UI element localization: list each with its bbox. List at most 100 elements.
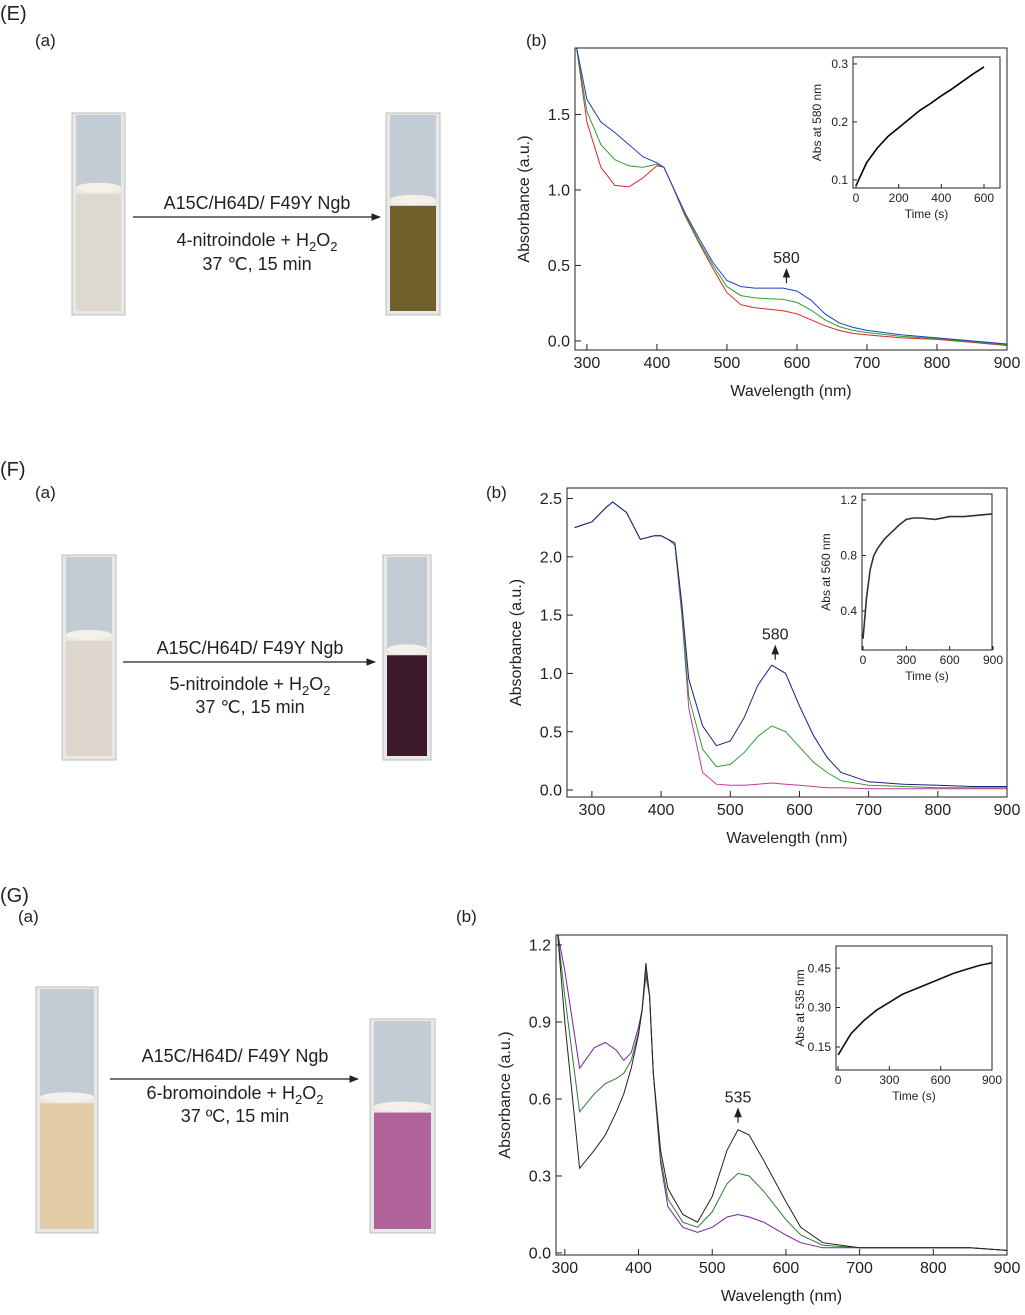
subscript: 2 bbox=[295, 1092, 302, 1107]
cuvette bbox=[35, 986, 99, 1234]
cuvette bbox=[385, 112, 441, 316]
enzyme-label: A15C/H64D/ F49Y Ngb bbox=[157, 638, 344, 658]
x-tick-label: 200 bbox=[889, 191, 909, 205]
spectrum-line bbox=[574, 501, 1007, 787]
spectrum-line bbox=[862, 513, 992, 639]
panel-label: (E) bbox=[0, 3, 27, 25]
y-tick-label: 0.15 bbox=[808, 1040, 832, 1054]
y-tick-label: 0.6 bbox=[529, 1092, 551, 1109]
plot-frame bbox=[566, 487, 1008, 798]
y-axis-label: Absorbance (a.u.) bbox=[508, 579, 525, 706]
spectrum-line bbox=[855, 66, 985, 187]
plot-frame bbox=[861, 493, 993, 651]
substrate-text: 5-nitroindole + H bbox=[169, 674, 302, 694]
y-tick-label: 0.3 bbox=[831, 57, 848, 71]
cuvette-air bbox=[76, 115, 121, 188]
y-tick-label: 0.5 bbox=[540, 724, 562, 741]
x-tick-label: 400 bbox=[931, 191, 951, 205]
subscript: 2 bbox=[323, 683, 330, 698]
y-tick-label: 0.3 bbox=[529, 1169, 551, 1186]
x-tick-label: 400 bbox=[648, 802, 675, 819]
subpanel-label: (b) bbox=[526, 31, 547, 50]
x-tick-label: 600 bbox=[786, 802, 813, 819]
substrate-text: O bbox=[309, 674, 323, 694]
substrate-label: 6-bromoindole + H2O2 bbox=[146, 1083, 323, 1107]
x-tick-label: 400 bbox=[625, 1260, 652, 1277]
x-axis-label: Time (s) bbox=[905, 207, 949, 221]
x-tick-label: 0 bbox=[860, 653, 867, 667]
enzyme-label: A15C/H64D/ F49Y Ngb bbox=[164, 193, 351, 213]
subscript: 2 bbox=[302, 683, 309, 698]
y-tick-label: 0.9 bbox=[529, 1015, 551, 1032]
x-axis-label: Wavelength (nm) bbox=[730, 383, 851, 400]
x-tick-label: 600 bbox=[931, 1073, 951, 1087]
spectrum-line bbox=[574, 501, 1007, 790]
y-tick-label: 0.5 bbox=[548, 258, 570, 275]
y-tick-label: 0.0 bbox=[548, 334, 570, 351]
y-axis-label: Absorbance (a.u.) bbox=[516, 135, 533, 262]
x-tick-label: 300 bbox=[896, 653, 916, 667]
x-tick-label: 900 bbox=[994, 355, 1021, 372]
x-tick-label: 700 bbox=[846, 1260, 873, 1277]
x-tick-label: 900 bbox=[983, 653, 1003, 667]
cuvette bbox=[61, 554, 117, 761]
y-axis-label: Abs at 560 nm bbox=[819, 533, 833, 610]
plot-frame bbox=[835, 945, 993, 1071]
x-tick-label: 0 bbox=[835, 1073, 842, 1087]
meniscus bbox=[390, 194, 436, 205]
x-tick-label: 500 bbox=[714, 355, 741, 372]
meniscus bbox=[66, 629, 112, 640]
x-tick-label: 600 bbox=[784, 355, 811, 372]
conditions-label: 37 ℃, 15 min bbox=[195, 697, 304, 717]
x-tick-label: 800 bbox=[924, 355, 951, 372]
y-tick-label: 1.0 bbox=[548, 183, 570, 200]
cuvette-liquid bbox=[40, 1103, 94, 1229]
x-tick-label: 500 bbox=[717, 802, 744, 819]
spectrum-line bbox=[557, 935, 1007, 1251]
substrate-text: 4-nitroindole + H bbox=[176, 230, 309, 250]
enzyme-label: A15C/H64D/ F49Y Ngb bbox=[142, 1046, 329, 1066]
conditions-label: 37 ºC, 15 min bbox=[181, 1106, 290, 1126]
x-tick-label: 800 bbox=[920, 1260, 947, 1277]
subpanel-label: (a) bbox=[35, 483, 56, 502]
y-tick-label: 0.4 bbox=[840, 604, 857, 618]
x-axis-label: Wavelength (nm) bbox=[721, 1288, 842, 1305]
cuvette-air bbox=[374, 1021, 431, 1107]
y-axis-label: Absorbance (a.u.) bbox=[497, 1031, 514, 1158]
y-tick-label: 1.0 bbox=[540, 666, 562, 683]
panel-label: (F) bbox=[0, 459, 26, 481]
y-tick-label: 0.2 bbox=[831, 115, 848, 129]
cuvette-liquid bbox=[374, 1112, 431, 1229]
spectrum-line bbox=[557, 935, 1007, 1251]
x-tick-label: 300 bbox=[574, 355, 601, 372]
substrate-label: 4-nitroindole + H2O2 bbox=[176, 230, 337, 254]
y-tick-label: 0.0 bbox=[529, 1246, 551, 1263]
cuvette bbox=[382, 554, 432, 761]
cuvette-liquid bbox=[76, 193, 121, 311]
subscript: 2 bbox=[309, 239, 316, 254]
y-tick-label: 1.5 bbox=[540, 608, 562, 625]
y-tick-label: 2.5 bbox=[540, 491, 562, 508]
y-tick-label: 1.2 bbox=[840, 493, 857, 507]
cuvette-air bbox=[390, 115, 436, 200]
cuvette bbox=[369, 1018, 436, 1234]
meniscus bbox=[374, 1101, 431, 1112]
substrate-text: 6-bromoindole + H bbox=[146, 1083, 295, 1103]
substrate-label: 5-nitroindole + H2O2 bbox=[169, 674, 330, 698]
plot-frame bbox=[574, 47, 1008, 351]
spectrum-line bbox=[576, 48, 1007, 345]
subpanel-label: (a) bbox=[35, 31, 56, 50]
plot-frame bbox=[555, 934, 1008, 1256]
subscript: 2 bbox=[316, 1092, 323, 1107]
substrate-text: O bbox=[302, 1083, 316, 1103]
meniscus bbox=[76, 182, 121, 193]
cuvette-air bbox=[387, 557, 427, 650]
conditions-label: 37 ℃, 15 min bbox=[202, 254, 311, 274]
y-tick-label: 0.1 bbox=[831, 173, 848, 187]
spectrum-line bbox=[576, 48, 1007, 346]
substrate-text: O bbox=[316, 230, 330, 250]
x-tick-label: 300 bbox=[579, 802, 606, 819]
x-tick-label: 400 bbox=[644, 355, 671, 372]
meniscus bbox=[387, 644, 427, 655]
